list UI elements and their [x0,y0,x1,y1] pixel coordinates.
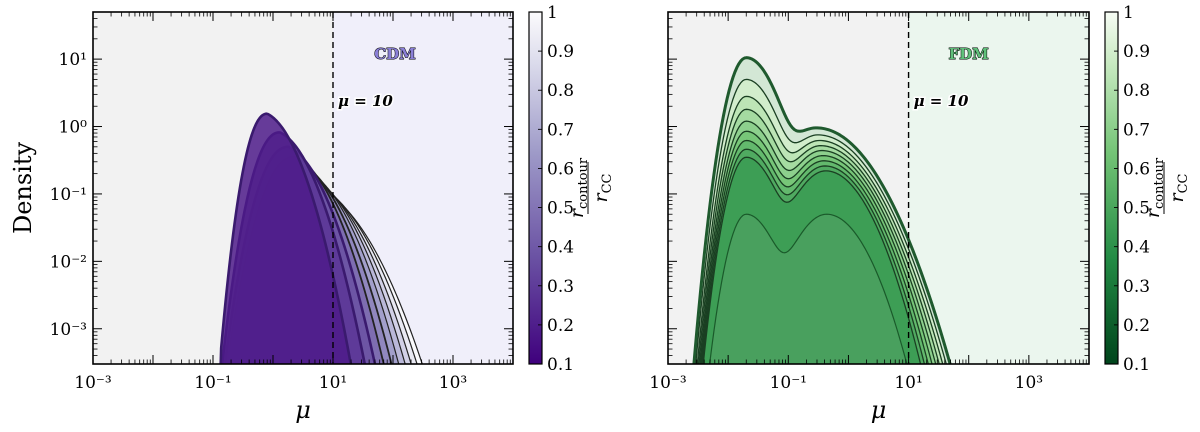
curve-group [219,112,423,364]
colorbar-label: rcontour rCC [566,157,615,218]
colorbar-tick-label: 1 [1123,3,1134,23]
colorbar-label-denominator: rCC [1166,173,1191,202]
x-tick-label: 10⁻¹ [770,373,807,393]
colorbar: 0.1 0.2 0.3 0.4 0.5 0.6 0.7 0.8 0.9 1 rcontour rCC [528,3,615,375]
shade-right [908,12,1089,364]
x-tick-label: 10⁻³ [74,373,111,393]
x-tick-label: 10⁻¹ [194,373,231,393]
colorbar-tick-label: 0.7 [547,120,574,140]
colorbar-tick-label: 1 [547,3,558,23]
vline-label: μ = 10 [338,92,393,110]
y-axis-label: Density [9,142,37,235]
x-axis-label: μ [295,396,311,424]
colorbar-tick-label: 0.8 [547,81,574,101]
x-tick-label: 10³ [1015,373,1043,393]
colorbar-label-numerator: rcontour [1142,157,1167,218]
colorbar-tick-label: 0.8 [1123,81,1150,101]
colorbar-tick-label: 0.1 [1123,355,1150,375]
colorbar-gradient [528,11,543,365]
x-tick-label: 10⁻³ [649,373,686,393]
curve-ratio-0.1 [709,213,908,364]
colorbar-tick-label: 0.6 [547,159,574,179]
colorbar-tick-label: 0.3 [1123,277,1150,297]
colorbar-tick-label: 0.3 [547,277,574,297]
colorbar-tick-label: 0.5 [547,199,574,219]
x-tick-label: 10¹ [894,373,922,393]
colorbar-tick-label: 0.9 [1123,42,1150,62]
y-tick-label: 10⁻¹ [50,185,87,205]
colorbar-tick-label: 0.4 [1123,238,1150,258]
colorbar-label: rcontour rCC [1142,157,1191,218]
colorbar-tick-label: 0.2 [547,316,574,336]
axes-frame [667,11,1090,365]
curve-group [692,56,952,364]
colorbar-tick-label: 0.4 [547,238,574,258]
colorbar-tick-label: 0.7 [1123,120,1150,140]
vline-label: μ = 10 [914,92,969,110]
curve-ratio-0.1 [219,112,353,364]
colorbar-tick-label: 0.2 [1123,316,1150,336]
colorbar-tick-label: 0.6 [1123,159,1150,179]
colorbar: 0.1 0.2 0.3 0.4 0.5 0.6 0.7 0.8 0.9 1 rcontour rCC [1104,3,1191,375]
axes-frame [92,11,514,365]
panel-title: CDM [374,45,416,63]
colorbar-tick-label: 0.1 [547,355,574,375]
colorbar-tick-label: 0.9 [547,42,574,62]
x-tick-label: 10³ [439,373,467,393]
colorbar-label-numerator: rcontour [566,157,591,218]
x-axis-label: μ [871,396,887,424]
colorbar-gradient [1104,11,1119,365]
y-tick-label: 10⁻² [50,252,87,272]
y-tick-label: 10⁰ [59,118,88,138]
panel-title: FDM [948,45,988,63]
colorbar-label-denominator: rCC [590,173,615,202]
x-tick-label: 10¹ [319,373,347,393]
colorbar-tick-label: 0.5 [1123,199,1150,219]
y-tick-label: 10¹ [59,50,87,70]
y-tick-label: 10⁻³ [50,320,87,340]
